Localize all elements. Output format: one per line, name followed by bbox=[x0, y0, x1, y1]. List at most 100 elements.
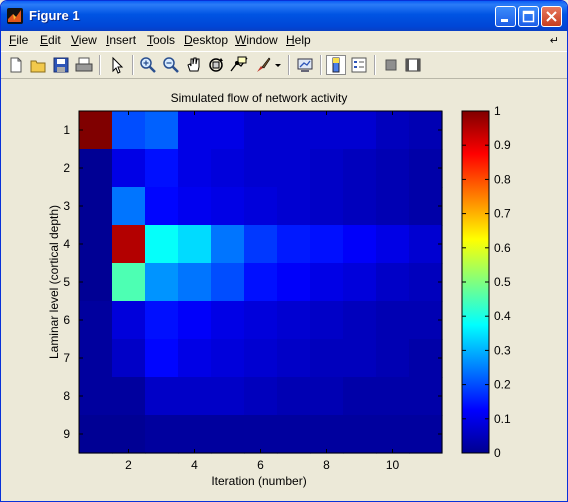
y-tick-label: 1 bbox=[63, 123, 70, 137]
heatmap-cell bbox=[277, 339, 311, 378]
brush-icon[interactable] bbox=[253, 55, 273, 75]
menu-desktop[interactable]: Desktop bbox=[184, 33, 229, 47]
heatmap-cell bbox=[178, 111, 212, 150]
dock-arrow-icon[interactable]: ↵ bbox=[549, 35, 559, 47]
window-title: Figure 1 bbox=[29, 8, 80, 23]
zoom-in-icon[interactable] bbox=[138, 55, 158, 75]
y-tick-label: 7 bbox=[63, 351, 70, 365]
zoom-out-icon[interactable] bbox=[161, 55, 181, 75]
x-tick-label: 10 bbox=[386, 458, 400, 472]
toolbar-separator bbox=[288, 55, 290, 75]
heatmap-cell bbox=[376, 301, 410, 340]
menu-file[interactable]: File bbox=[9, 33, 29, 47]
close-button[interactable] bbox=[541, 6, 562, 27]
heatmap-cell bbox=[310, 263, 344, 302]
colorbar-tick-label: 0.1 bbox=[494, 412, 511, 426]
heatmap-cell bbox=[310, 377, 344, 416]
maximize-button[interactable] bbox=[518, 6, 539, 27]
x-axis-label: Iteration (number) bbox=[211, 474, 306, 488]
heatmap-cell bbox=[244, 301, 278, 340]
heatmap-cell bbox=[376, 415, 410, 454]
heatmap-cell bbox=[409, 339, 443, 378]
x-tick-label: 4 bbox=[191, 458, 198, 472]
new-figure-icon[interactable] bbox=[6, 55, 26, 75]
colorbar-tick-label: 0.2 bbox=[494, 378, 511, 392]
x-tick-label: 6 bbox=[257, 458, 264, 472]
heatmap-cell bbox=[277, 225, 311, 264]
link-plot-icon[interactable] bbox=[295, 55, 315, 75]
heatmap-cell bbox=[343, 301, 377, 340]
open-file-icon[interactable] bbox=[28, 55, 48, 75]
heatmap-cell bbox=[277, 301, 311, 340]
heatmap-cell bbox=[112, 339, 146, 378]
save-icon[interactable] bbox=[51, 55, 71, 75]
heatmap-cell bbox=[343, 111, 377, 150]
heatmap-cell bbox=[211, 111, 245, 150]
menu-edit[interactable]: Edit bbox=[40, 33, 61, 47]
pan-hand-icon[interactable] bbox=[184, 55, 204, 75]
heatmap-cell bbox=[145, 377, 179, 416]
show-plot-tools-icon[interactable] bbox=[403, 55, 423, 75]
heatmap-cell bbox=[376, 377, 410, 416]
menu-insert[interactable]: Insert bbox=[106, 33, 137, 47]
heatmap-cell bbox=[145, 225, 179, 264]
data-cursor-icon[interactable] bbox=[229, 55, 249, 75]
minimize-button[interactable] bbox=[495, 6, 516, 27]
heatmap-cell bbox=[178, 225, 212, 264]
heatmap-cell bbox=[211, 149, 245, 188]
heatmap-cell bbox=[112, 377, 146, 416]
heatmap-cell bbox=[310, 339, 344, 378]
menu-tools[interactable]: Tools bbox=[147, 33, 176, 47]
colorbar-tick-label: 0.8 bbox=[494, 172, 511, 186]
menu-help[interactable]: Help bbox=[286, 33, 311, 47]
heatmap-cell bbox=[145, 415, 179, 454]
colorbar bbox=[461, 110, 490, 454]
matlab-logo-icon bbox=[7, 8, 23, 24]
heatmap-cell bbox=[112, 415, 146, 454]
heatmap-cell bbox=[145, 301, 179, 340]
heatmap-cell bbox=[79, 149, 113, 188]
heatmap-cell bbox=[343, 377, 377, 416]
heatmap-cell bbox=[112, 149, 146, 188]
heatmap-cell bbox=[376, 263, 410, 302]
rotate-3d-icon[interactable] bbox=[206, 55, 226, 75]
heatmap-cell bbox=[145, 149, 179, 188]
brush-dropdown-icon[interactable] bbox=[273, 55, 283, 75]
heatmap-cell bbox=[244, 111, 278, 150]
heatmap-cell bbox=[178, 301, 212, 340]
heatmap-cell bbox=[244, 377, 278, 416]
heatmap-cell bbox=[277, 187, 311, 226]
x-tick-label: 2 bbox=[125, 458, 132, 472]
heatmap-cell bbox=[409, 263, 443, 302]
title-bar[interactable]: Figure 1 bbox=[1, 1, 567, 31]
heatmap-cell bbox=[79, 263, 113, 302]
heatmap-cell bbox=[376, 149, 410, 188]
hide-plot-tools-icon[interactable] bbox=[381, 55, 401, 75]
legend-icon[interactable] bbox=[349, 55, 369, 75]
heatmap-cell bbox=[409, 111, 443, 150]
y-tick-label: 9 bbox=[63, 427, 70, 441]
toolbar-separator bbox=[374, 55, 376, 75]
heatmap-cell bbox=[277, 415, 311, 454]
y-axis: 1 2 3 4 5 6 7 8 9 bbox=[63, 123, 442, 441]
menu-window[interactable]: Window bbox=[235, 33, 278, 47]
heatmap-cell bbox=[244, 415, 278, 454]
print-icon[interactable] bbox=[74, 55, 94, 75]
edit-plot-arrow-icon[interactable] bbox=[107, 55, 127, 75]
heatmap-cell bbox=[178, 263, 212, 302]
heatmap-cell bbox=[145, 187, 179, 226]
heatmap-cell bbox=[409, 377, 443, 416]
heatmap-cell bbox=[310, 415, 344, 454]
heatmap-cell bbox=[211, 225, 245, 264]
heatmap-cell bbox=[310, 301, 344, 340]
heatmap-cell bbox=[343, 225, 377, 264]
colorbar-icon[interactable] bbox=[326, 55, 346, 75]
y-axis-label: Laminar level (cortical depth) bbox=[47, 205, 61, 359]
heatmap-cell bbox=[79, 111, 113, 150]
toolbar-separator bbox=[132, 55, 134, 75]
heatmap-cell bbox=[343, 263, 377, 302]
menu-view[interactable]: View bbox=[71, 33, 97, 47]
